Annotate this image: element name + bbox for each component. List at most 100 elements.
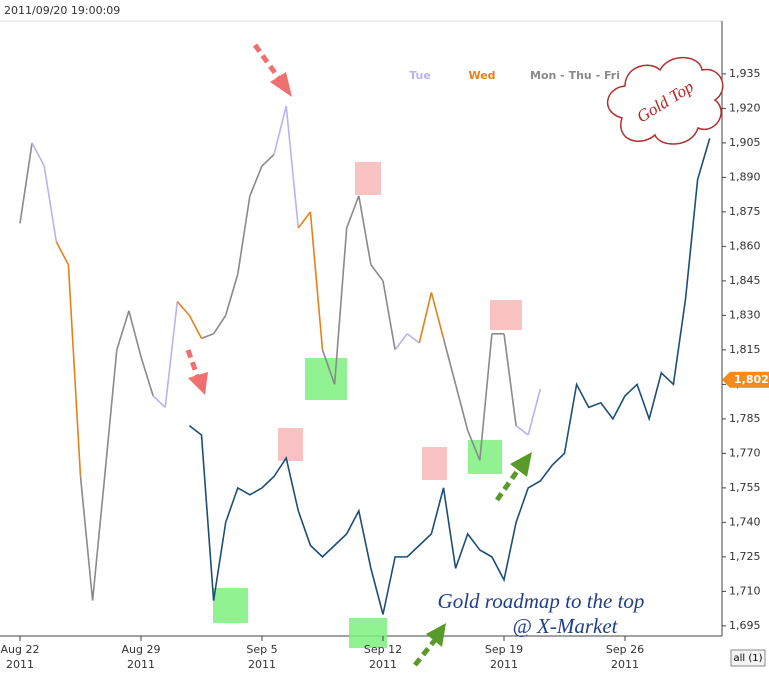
arrow — [252, 43, 283, 82]
legend-entry: Wed — [468, 69, 495, 82]
x-tick-year: 2011 — [611, 658, 639, 671]
last-price-tag — [722, 371, 769, 388]
plot — [19, 105, 711, 615]
price-segment — [91, 476, 106, 601]
price-segment — [224, 273, 239, 316]
price-segment — [297, 211, 312, 229]
x-tick-label: Sep 5 — [246, 643, 277, 656]
price-segment — [273, 105, 287, 155]
price-segment — [79, 476, 94, 601]
y-tick-label: 1,710 — [729, 584, 761, 597]
green-box — [213, 588, 248, 623]
price-segment — [527, 388, 542, 436]
price-segment — [503, 333, 517, 426]
x-tick-year: 2011 — [369, 658, 397, 671]
price-segment — [442, 338, 457, 385]
price-segment — [176, 301, 191, 316]
price-segment — [285, 106, 300, 229]
cloud — [606, 56, 724, 145]
y-tick-label: 1,935 — [729, 67, 761, 80]
y-tick-label: 1,860 — [729, 239, 761, 252]
xmarket-text: @ X-Market — [512, 614, 618, 638]
price-segment — [140, 356, 154, 397]
green-box — [349, 618, 387, 648]
x-tick-label: Sep 19 — [485, 643, 523, 656]
timestamp: 2011/09/20 19:00:09 — [4, 4, 120, 17]
y-tick-label: 1,875 — [729, 205, 761, 218]
y-tick-label: 1,770 — [729, 446, 761, 459]
overlay-line — [188, 138, 711, 615]
price-segment — [212, 314, 227, 335]
y-tick-label: 1,740 — [729, 515, 761, 528]
price-segment — [67, 264, 82, 477]
x-tick-label: Sep 26 — [606, 643, 644, 656]
x-tick-year: 2011 — [127, 658, 155, 671]
price-segment — [128, 310, 142, 357]
pink-box — [355, 162, 381, 195]
price-segment — [55, 241, 70, 266]
y-tick-label: 1,755 — [729, 481, 761, 494]
green-box — [305, 358, 347, 400]
price-segment — [188, 315, 203, 339]
x-tick-year: 2011 — [248, 658, 276, 671]
price-segment — [261, 153, 275, 167]
y-tick-label: 1,785 — [729, 412, 761, 425]
highlights — [213, 162, 522, 648]
arrows — [185, 43, 532, 667]
price-segment — [333, 227, 348, 385]
y-tick-label: 1,725 — [729, 550, 761, 563]
arrow-head — [270, 72, 292, 97]
price-segment — [19, 142, 33, 224]
price-segment — [164, 301, 179, 408]
price-segment — [358, 195, 372, 265]
pink-box — [278, 428, 303, 461]
price-segment — [370, 264, 384, 282]
x-tick-label: Aug 29 — [122, 643, 161, 656]
price-segment — [406, 333, 420, 344]
arrow — [494, 468, 521, 502]
pink-box — [422, 447, 447, 480]
price-segment — [249, 165, 263, 197]
price-segment — [321, 349, 336, 385]
range-button[interactable] — [730, 649, 766, 667]
pink-box — [490, 300, 522, 330]
y-tick-label: 1,920 — [729, 101, 761, 114]
price-segment — [479, 333, 493, 461]
legend-entry: Mon - Thu - Fri — [530, 69, 620, 82]
x-tick-label: Aug 22 — [1, 643, 40, 656]
price-segment — [382, 280, 396, 351]
price-segment — [31, 142, 45, 167]
arrow-head — [510, 452, 532, 477]
x-tick-label: Sep 12 — [364, 643, 402, 656]
range-button-label[interactable]: all (1) — [733, 653, 762, 664]
legend-entry: Tue — [409, 69, 431, 82]
arrow-head — [426, 623, 446, 647]
price-segment — [152, 395, 166, 408]
price-segment — [345, 195, 360, 229]
y-tick-label: 1,890 — [729, 170, 761, 183]
y-tick-label: 1,905 — [729, 136, 761, 149]
arrow — [185, 349, 201, 379]
price-segment — [418, 292, 433, 344]
y-tick-label: 1,815 — [729, 343, 761, 356]
price-segment — [466, 430, 481, 461]
y-tick-label: 1,845 — [729, 274, 761, 287]
y-tick-label: 1,830 — [729, 308, 761, 321]
arrow — [413, 638, 437, 667]
x-tick-year: 2011 — [6, 658, 34, 671]
y-tick-label: 1,695 — [729, 619, 761, 632]
price-segment — [394, 333, 408, 351]
price-segment — [103, 349, 118, 477]
x-tick-year: 2011 — [490, 658, 518, 671]
price-segment — [237, 195, 251, 275]
price-segment — [116, 310, 130, 351]
price-segment — [454, 384, 469, 431]
roadmap-text: Gold roadmap to the top — [438, 589, 645, 613]
price-segment — [43, 165, 58, 242]
price-segment — [430, 292, 445, 339]
gold-top-callout: Gold Top — [606, 56, 724, 145]
price-segment — [201, 333, 214, 340]
price-segment — [309, 211, 324, 350]
last-price-label: 1,802.0 — [734, 373, 769, 386]
